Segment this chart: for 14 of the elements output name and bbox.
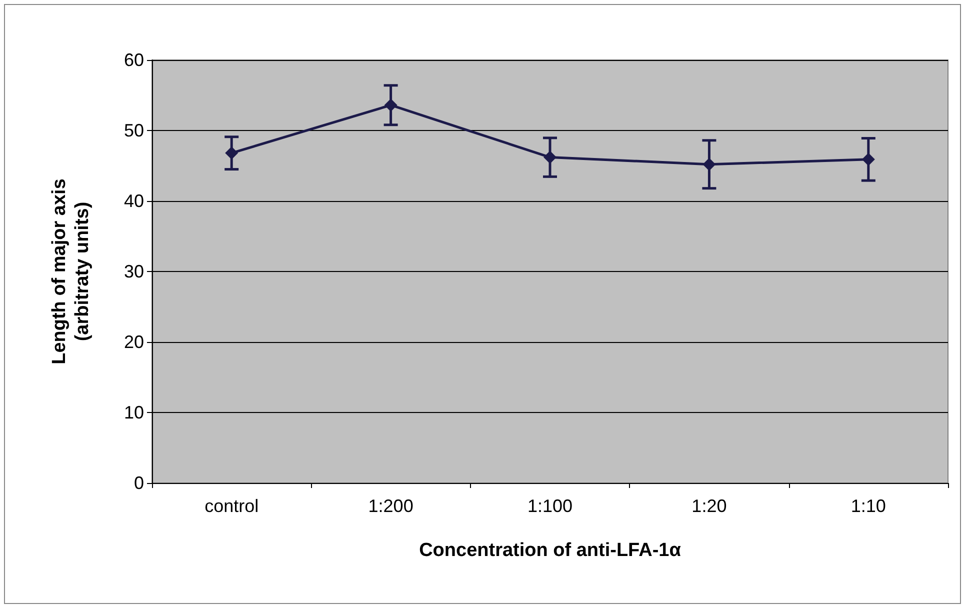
y-axis-title: Length of major axis (arbitraty units)	[49, 178, 93, 364]
x-tick-label: 1:100	[527, 496, 573, 516]
y-tick-label: 0	[134, 473, 144, 493]
x-tick-label: 1:200	[368, 496, 414, 516]
x-tick-label: 1:10	[850, 496, 886, 516]
x-tick-label: control	[204, 496, 259, 516]
y-tick-label: 60	[124, 50, 144, 70]
x-axis-title: Concentration of anti-LFA-1α	[419, 540, 682, 561]
y-tick-label: 50	[124, 120, 144, 140]
y-tick-label: 10	[124, 402, 144, 422]
y-tick-label: 30	[124, 262, 144, 282]
y-tick-label: 40	[124, 191, 144, 211]
y-tick-label: 20	[124, 332, 144, 352]
x-tick-label: 1:20	[692, 496, 727, 516]
